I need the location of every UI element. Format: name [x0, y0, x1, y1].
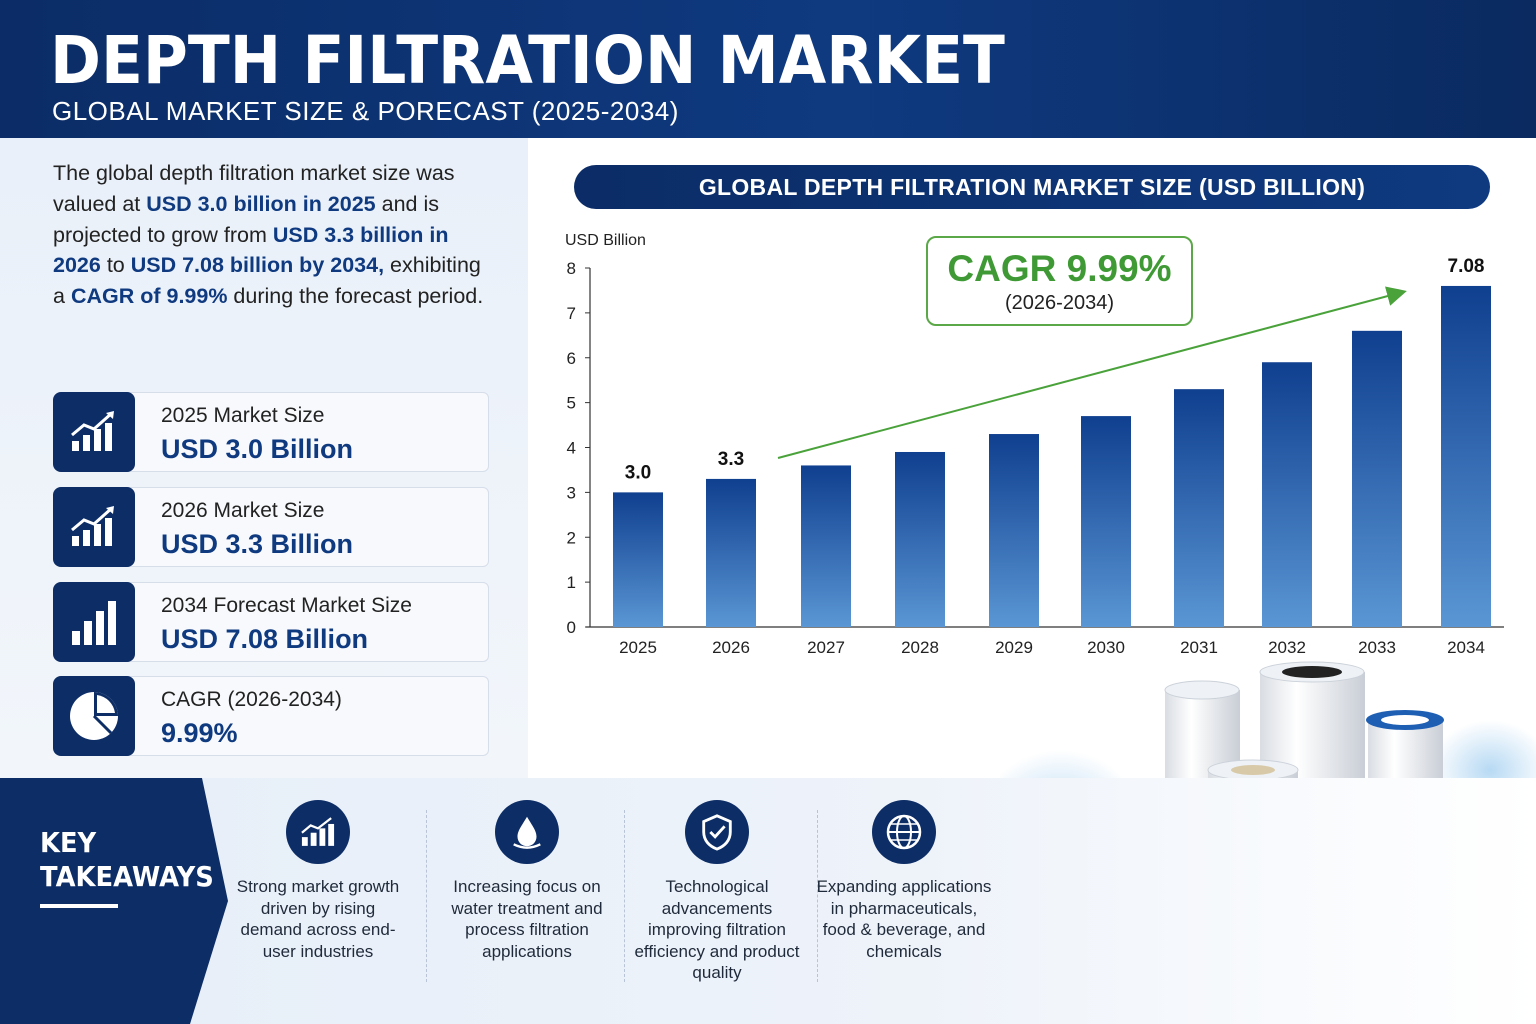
takeaway-item: Expanding applications in pharmaceutical… — [814, 800, 994, 962]
takeaway-text: Technological advancements improving fil… — [634, 877, 800, 982]
globe-icon — [872, 800, 936, 864]
x-tick-label: 2025 — [619, 638, 657, 657]
data-label: 3.0 — [625, 462, 651, 483]
takeaway-item: Strong market growth driven by rising de… — [228, 800, 408, 962]
y-tick-label: 5 — [567, 394, 576, 413]
cagr-callout: CAGR 9.99% (2026-2034) — [926, 236, 1193, 326]
growth-chart-icon — [53, 487, 135, 567]
x-tick-label: 2028 — [901, 638, 939, 657]
stat-card-2026: 2026 Market Size USD 3.3 Billion — [53, 487, 489, 567]
intro-paragraph: The global depth filtration market size … — [53, 161, 484, 309]
y-tick-label: 2 — [567, 528, 576, 547]
divider — [624, 810, 625, 982]
data-label: 3.3 — [718, 449, 744, 470]
takeaway-item: Increasing focus on water treatment and … — [437, 800, 617, 962]
divider — [817, 810, 818, 982]
header-banner: DEPTH FILTRATION MARKET GLOBAL MARKET SI… — [0, 0, 1536, 138]
bar-chart: USD Billion 0 1 2 3 4 5 6 7 8 2025 2026 2027 2028 20… — [565, 232, 1504, 657]
bar-2025 — [613, 492, 663, 627]
stat-value: USD 3.0 Billion — [161, 434, 354, 464]
key-takeaways-banner — [0, 778, 228, 1024]
bar-2031 — [1174, 389, 1224, 627]
pie-chart-icon — [53, 676, 135, 756]
key-takeaways-section — [0, 778, 1536, 1024]
stat-card-cagr: CAGR (2026-2034) 9.99% — [53, 676, 489, 756]
bar-2026 — [706, 478, 756, 627]
takeaway-text: Strong market growth driven by rising de… — [236, 877, 400, 961]
growth-chart-icon — [53, 392, 135, 472]
cagr-value: CAGR 9.99% — [947, 248, 1172, 289]
x-tick-label: 2032 — [1268, 638, 1306, 657]
stat-card-2034: 2034 Forecast Market Size USD 7.08 Billi… — [53, 582, 489, 662]
x-tick-label: 2034 — [1447, 638, 1485, 657]
page-title: DEPTH FILTRATION MARKET — [50, 22, 1005, 99]
x-tick-label: 2033 — [1358, 638, 1396, 657]
shield-check-icon — [685, 800, 749, 864]
water-drop-icon — [495, 800, 559, 864]
cagr-period: (2026-2034) — [1005, 292, 1114, 314]
growth-chart-icon — [286, 800, 350, 864]
y-tick-label: 6 — [567, 349, 576, 368]
takeaway-text: Increasing focus on water treatment and … — [451, 877, 603, 961]
x-tick-label: 2026 — [712, 638, 750, 657]
x-tick-label: 2029 — [995, 638, 1033, 657]
stat-label: 2025 Market Size — [161, 404, 325, 427]
x-tick-label: 2031 — [1180, 638, 1218, 657]
stat-card-2025: 2025 Market Size USD 3.0 Billion — [53, 392, 489, 472]
page-subtitle: GLOBAL MARKET SIZE & PORECAST (2025-2034… — [52, 96, 679, 126]
bar-2028 — [895, 451, 945, 627]
trend-arrow — [777, 286, 1407, 459]
takeaway-item: Technological advancements improving fil… — [627, 800, 807, 984]
data-label: 7.08 — [1448, 256, 1485, 277]
y-tick-label: 1 — [567, 573, 576, 592]
stat-value: 9.99% — [161, 718, 238, 748]
stat-label: 2034 Forecast Market Size — [161, 594, 412, 617]
bar-2029 — [989, 434, 1039, 627]
bar-2030 — [1081, 416, 1131, 627]
x-tick-label: 2027 — [807, 638, 845, 657]
y-tick-label: 3 — [567, 483, 576, 502]
bar-2034 — [1441, 285, 1491, 627]
x-tick-label: 2030 — [1087, 638, 1125, 657]
bar-chart-icon — [53, 582, 135, 662]
stat-label: 2026 Market Size — [161, 499, 325, 522]
heading-underline — [40, 904, 118, 908]
stat-value: USD 3.3 Billion — [161, 529, 354, 559]
chart-title: GLOBAL DEPTH FILTRATION MARKET SIZE (USD… — [574, 165, 1490, 209]
bar-2033 — [1352, 330, 1402, 627]
stat-value: USD 7.08 Billion — [161, 624, 369, 654]
takeaway-text: Expanding applications in pharmaceutical… — [816, 877, 992, 961]
key-takeaways-heading: KEY TAKEAWAYS — [40, 826, 214, 893]
y-tick-label: 8 — [567, 259, 576, 278]
bar-2027 — [801, 465, 851, 627]
y-tick-label: 7 — [567, 304, 576, 323]
y-tick-label: 4 — [567, 439, 576, 458]
divider — [426, 810, 427, 982]
bar-2032 — [1262, 362, 1312, 627]
stat-label: CAGR (2026-2034) — [161, 688, 342, 711]
y-axis-label: USD Billion — [565, 232, 646, 249]
y-tick-label: 0 — [567, 618, 576, 637]
